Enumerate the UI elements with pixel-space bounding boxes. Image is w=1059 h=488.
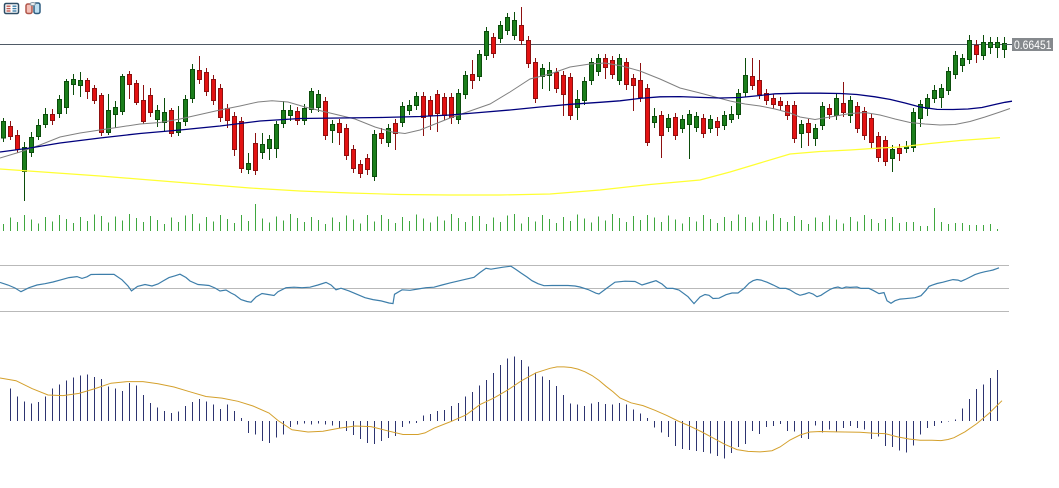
svg-text:0.66451: 0.66451 xyxy=(1014,38,1052,52)
